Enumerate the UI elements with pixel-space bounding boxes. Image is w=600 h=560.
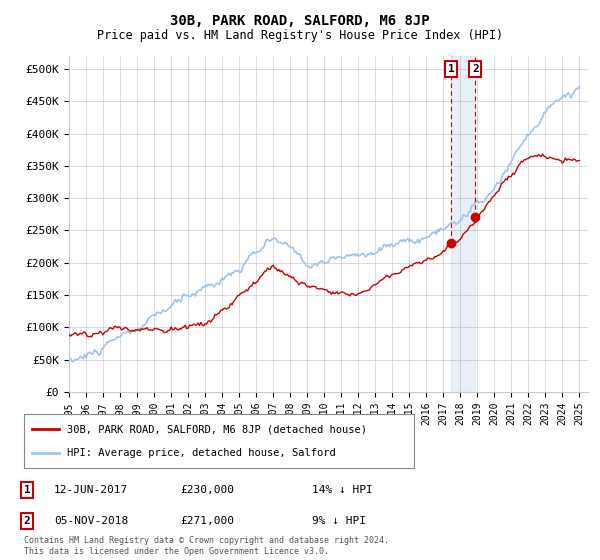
Text: Contains HM Land Registry data © Crown copyright and database right 2024.
This d: Contains HM Land Registry data © Crown c…: [24, 536, 389, 556]
Text: 2: 2: [23, 516, 31, 526]
Bar: [451, 56, 475, 392]
Text: 30B, PARK ROAD, SALFORD, M6 8JP: 30B, PARK ROAD, SALFORD, M6 8JP: [170, 14, 430, 28]
Text: £271,000: £271,000: [180, 516, 234, 526]
Text: Price paid vs. HM Land Registry's House Price Index (HPI): Price paid vs. HM Land Registry's House …: [97, 29, 503, 42]
Text: £230,000: £230,000: [180, 485, 234, 495]
Text: 30B, PARK ROAD, SALFORD, M6 8JP (detached house): 30B, PARK ROAD, SALFORD, M6 8JP (detache…: [67, 424, 367, 435]
Text: HPI: Average price, detached house, Salford: HPI: Average price, detached house, Salf…: [67, 447, 335, 458]
Text: 2: 2: [472, 64, 479, 74]
Text: 05-NOV-2018: 05-NOV-2018: [54, 516, 128, 526]
Text: 1: 1: [448, 64, 455, 74]
Text: 1: 1: [23, 485, 31, 495]
Text: 14% ↓ HPI: 14% ↓ HPI: [312, 485, 373, 495]
Text: 9% ↓ HPI: 9% ↓ HPI: [312, 516, 366, 526]
Text: 12-JUN-2017: 12-JUN-2017: [54, 485, 128, 495]
